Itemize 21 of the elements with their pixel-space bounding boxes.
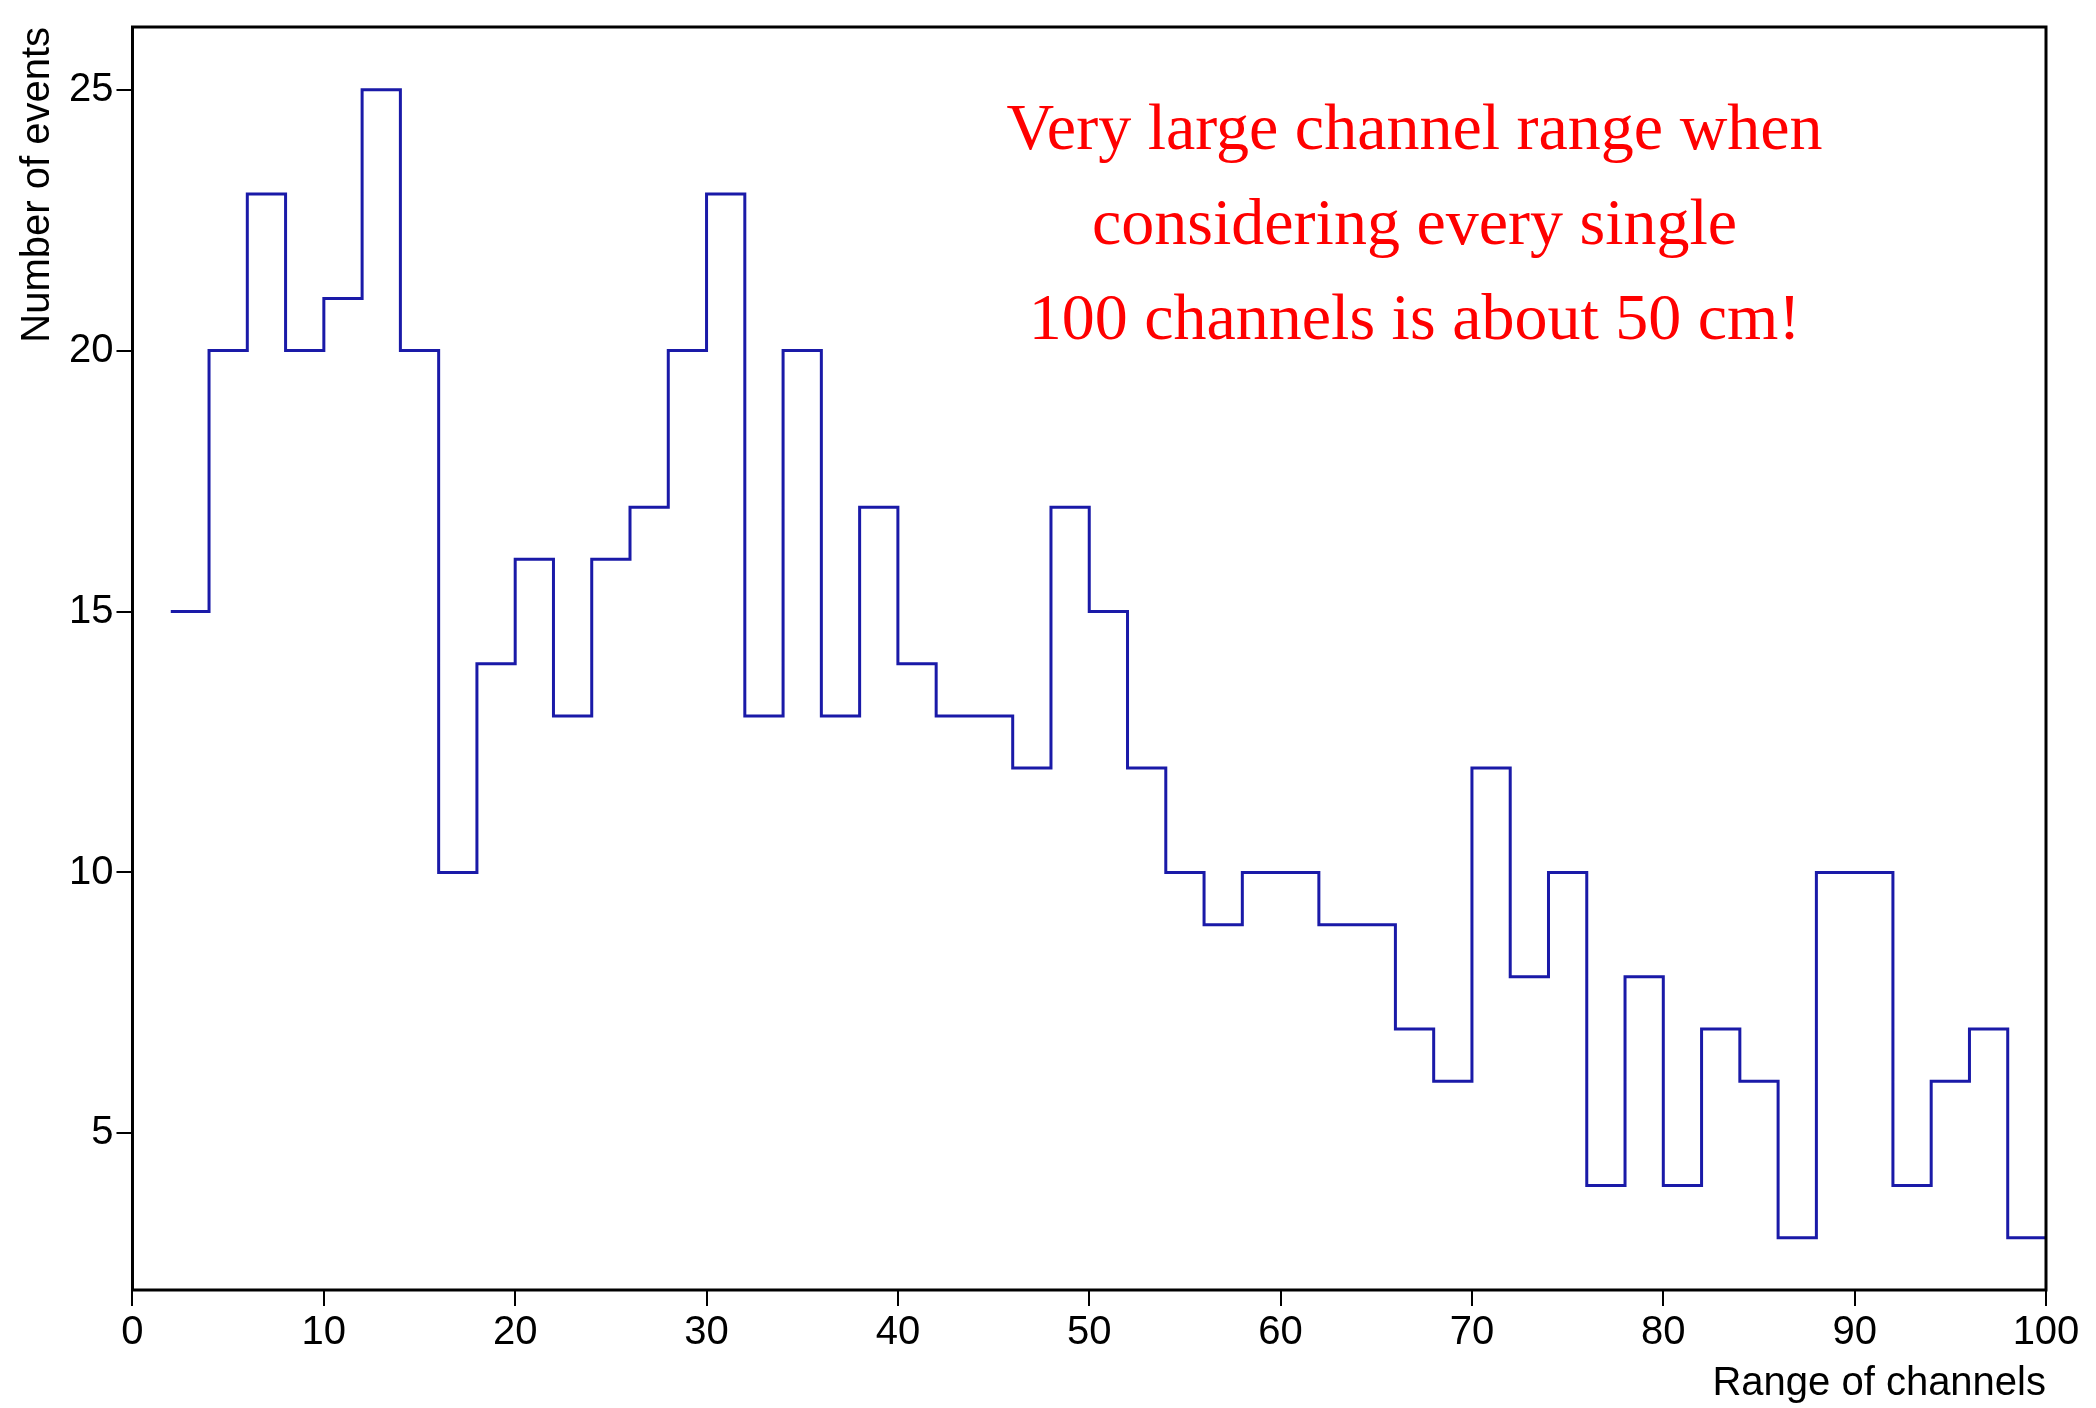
x-tick-label: 30: [684, 1308, 729, 1353]
annotation: considering every single: [1091, 185, 1738, 259]
x-axis-title: Range of channels: [1712, 1359, 2046, 1404]
y-tick-label: 25: [68, 64, 114, 109]
x-tick-label: 50: [1067, 1308, 1112, 1353]
x-tick-label: 100: [2012, 1308, 2080, 1353]
x-tick-label: 90: [1832, 1308, 1877, 1353]
x-tick-label: 10: [301, 1308, 347, 1353]
y-tick-label: 10: [68, 847, 114, 892]
x-tick-label: 70: [1449, 1308, 1495, 1353]
annotation: Very large channel range when: [1006, 90, 1823, 164]
y-tick-label: 20: [68, 325, 114, 370]
y-axis-title: Number of events: [13, 27, 58, 343]
x-tick-label: 60: [1258, 1308, 1303, 1353]
x-tick-label: 0: [121, 1308, 144, 1353]
y-tick-label: 5: [91, 1108, 114, 1153]
x-tick-label: 20: [492, 1308, 538, 1353]
x-tick-label: 40: [875, 1308, 921, 1353]
annotation: 100 channels is about 50 cm!: [1028, 280, 1801, 354]
y-tick-label: 15: [68, 586, 114, 631]
x-tick-label: 80: [1641, 1308, 1686, 1353]
